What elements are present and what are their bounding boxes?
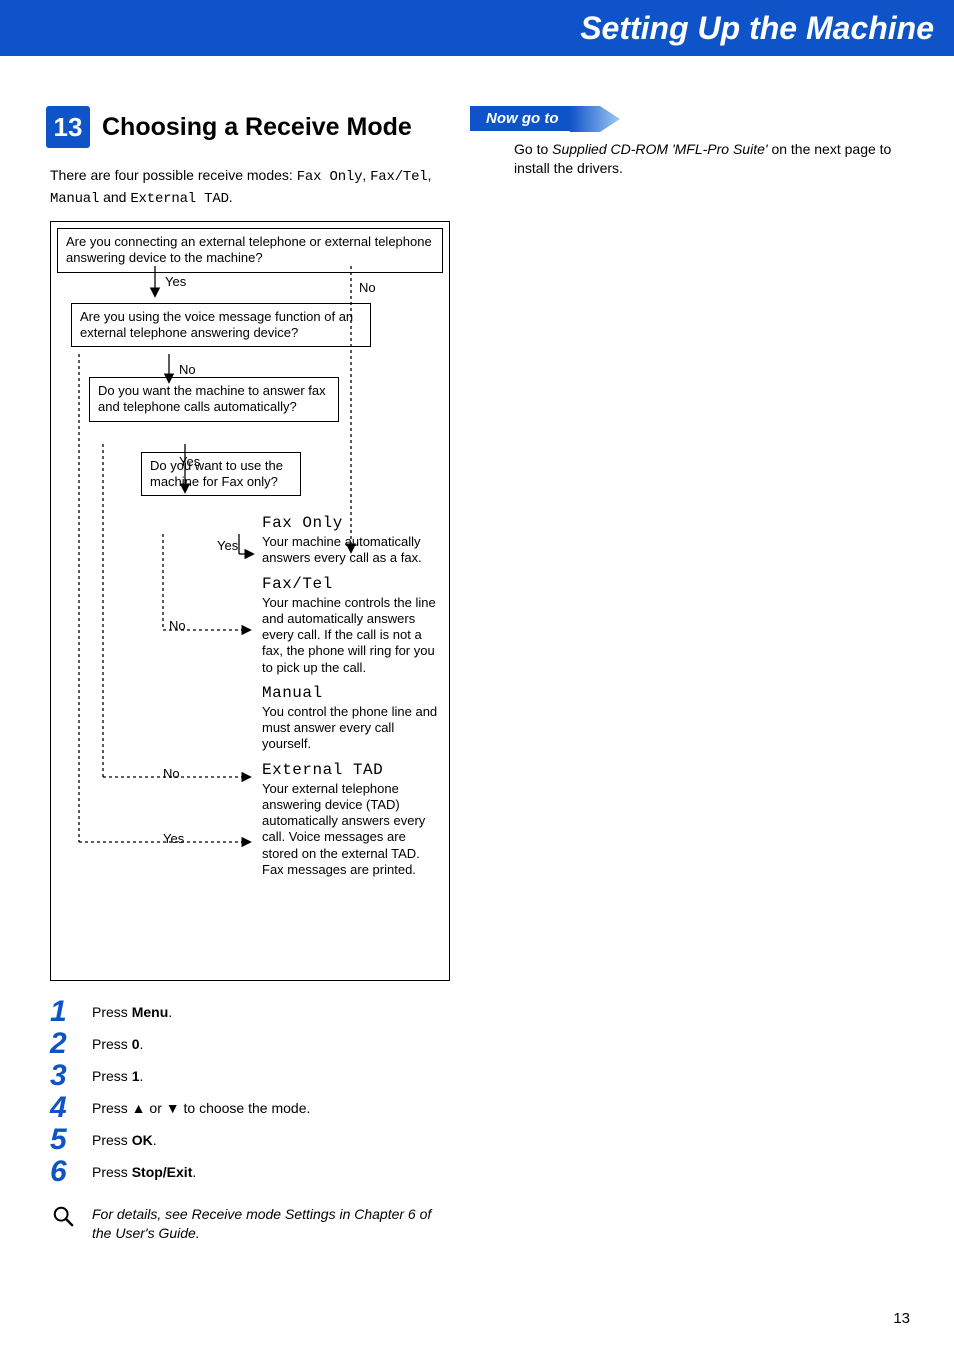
right-column: Now go to Go to Supplied CD-ROM 'MFL-Pro… (470, 106, 904, 1243)
step-num-5: 5 (50, 1123, 74, 1157)
step-text-5: Press OK. (92, 1132, 157, 1148)
result-external-tad-desc: Your external telephone answering device… (262, 779, 443, 879)
result-external-tad: External TAD Your external telephone ans… (262, 761, 443, 879)
intro-comma1: , (362, 167, 370, 183)
step-num-2: 2 (50, 1027, 74, 1061)
page-content: 13 Choosing a Receive Mode There are fou… (0, 56, 954, 1263)
result-fax-only-desc: Your machine automatically answers every… (262, 532, 443, 567)
step-num-4: 4 (50, 1091, 74, 1125)
goto-pre: Go to (514, 141, 552, 157)
step-2: 2 Press 0. (50, 1027, 450, 1061)
flow-q2-yes: Yes (163, 831, 184, 846)
result-fax-only-name: Fax Only (262, 514, 443, 532)
step-num-1: 1 (50, 995, 74, 1029)
step-1: 1 Press Menu. (50, 995, 450, 1029)
step-num-6: 6 (50, 1155, 74, 1189)
page-number: 13 (893, 1310, 910, 1327)
result-manual-name: Manual (262, 684, 443, 702)
step-text-1: Press Menu. (92, 1004, 172, 1020)
step-5: 5 Press OK. (50, 1123, 450, 1157)
intro-text: There are four possible receive modes: F… (50, 166, 450, 209)
result-fax-only: Fax Only Your machine automatically answ… (262, 514, 443, 567)
flow-q4-yes: Yes (217, 538, 238, 553)
flow-q3-yes: Yes (179, 454, 200, 469)
result-manual-desc: You control the phone line and must answ… (262, 702, 443, 753)
goto-text: Go to Supplied CD-ROM 'MFL-Pro Suite' on… (470, 140, 904, 178)
flow-q1-yes: Yes (165, 274, 186, 289)
flow-q2-no: No (179, 362, 196, 377)
result-fax-tel-name: Fax/Tel (262, 575, 443, 593)
result-fax-tel: Fax/Tel Your machine controls the line a… (262, 575, 443, 676)
mode-fax-tel: Fax/Tel (370, 169, 427, 185)
step-6: 6 Press Stop/Exit. (50, 1155, 450, 1189)
page-header: Setting Up the Machine (0, 0, 954, 56)
step-text-4: Press ▲ or ▼ to choose the mode. (92, 1100, 310, 1116)
flow-q4-no: No (169, 618, 186, 633)
flow-q3-no: No (163, 766, 180, 781)
intro-comma2: , (428, 167, 432, 183)
flowchart: Are you connecting an external telephone… (50, 221, 450, 981)
step-num-3: 3 (50, 1059, 74, 1093)
step-text-3: Press 1. (92, 1068, 143, 1084)
now-goto-arrow-icon (570, 106, 620, 132)
intro-and: and (99, 189, 130, 205)
step-text-6: Press Stop/Exit. (92, 1164, 196, 1180)
magnifier-icon (52, 1205, 74, 1227)
flow-q1-no: No (359, 280, 376, 295)
result-external-tad-name: External TAD (262, 761, 443, 779)
page-header-title: Setting Up the Machine (580, 10, 934, 47)
flow-q1: Are you connecting an external telephone… (57, 228, 443, 273)
tip-row: For details, see Receive mode Settings i… (50, 1205, 450, 1243)
section-title: Choosing a Receive Mode (102, 113, 412, 142)
step-number-badge: 13 (46, 106, 90, 148)
tip-text: For details, see Receive mode Settings i… (92, 1205, 450, 1243)
flow-q4: Do you want to use the machine for Fax o… (141, 452, 301, 497)
step-text-2: Press 0. (92, 1036, 143, 1052)
goto-italic: Supplied CD-ROM 'MFL-Pro Suite' (552, 141, 767, 157)
result-fax-tel-desc: Your machine controls the line and autom… (262, 593, 443, 676)
left-column: 1 3 Choosing a Receive Mode There are fou… (50, 106, 450, 1243)
mode-manual: Manual (50, 191, 99, 207)
result-manual: Manual You control the phone line and mu… (262, 684, 443, 753)
step-3: 3 Press 1. (50, 1059, 450, 1093)
flow-q2: Are you using the voice message function… (71, 303, 371, 348)
now-goto-label-wrap: Now go to (470, 106, 904, 132)
intro-pre: There are four possible receive modes: (50, 167, 297, 183)
mode-fax-only: Fax Only (297, 169, 363, 185)
step-4: 4 Press ▲ or ▼ to choose the mode. (50, 1091, 450, 1125)
intro-end: . (229, 189, 233, 205)
mode-external-tad: External TAD (130, 191, 228, 207)
steps-list: 1 Press Menu. 2 Press 0. 3 Press 1. 4 Pr… (50, 995, 450, 1189)
section-header: 13 Choosing a Receive Mode (46, 106, 450, 148)
flow-q3: Do you want the machine to answer fax an… (89, 377, 339, 422)
